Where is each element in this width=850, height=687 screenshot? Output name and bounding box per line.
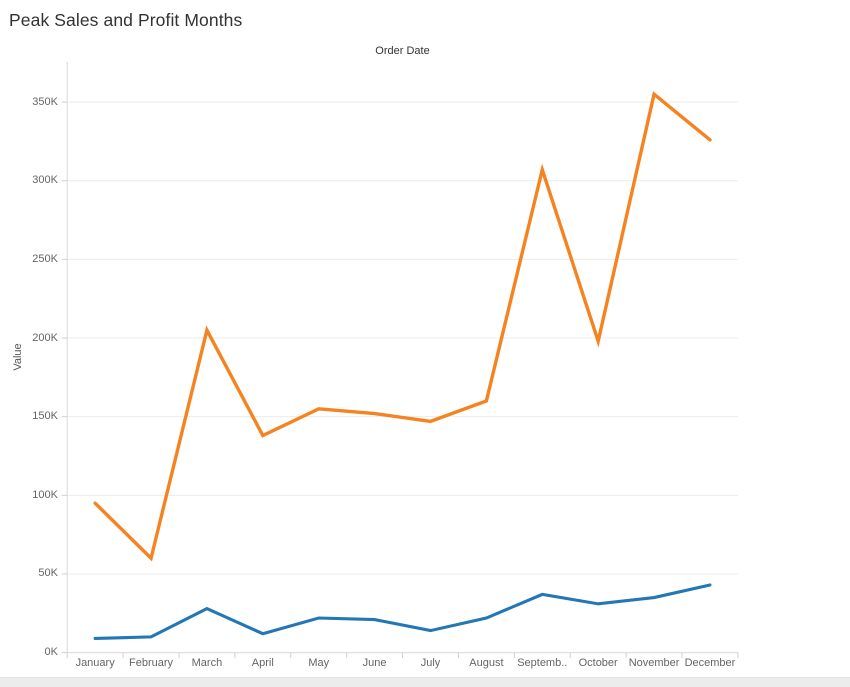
y-tick-label: 50K: [38, 567, 58, 580]
x-tick-label: January: [75, 657, 115, 669]
y-tick-label: 150K: [32, 410, 58, 423]
y-tick-label: 200K: [32, 331, 58, 344]
sales-line-mark[interactable]: [93, 91, 712, 562]
profit-line-mark[interactable]: [93, 583, 712, 640]
x-tick-label: March: [191, 657, 223, 669]
y-tick-label: 0K: [44, 646, 58, 659]
column-field-label: Order Date: [375, 45, 430, 57]
x-tick-label: November: [628, 657, 680, 669]
y-tick-label: 100K: [32, 488, 58, 501]
x-tick-label: December: [684, 657, 736, 669]
x-tick-label: June: [362, 657, 387, 669]
x-tick-label: February: [129, 657, 174, 669]
x-tick-label: Septemb..: [517, 657, 568, 669]
x-tick-label: August: [469, 657, 504, 669]
y-tick-label: 300K: [32, 174, 58, 187]
sheet-title: Peak Sales and Profit Months: [9, 10, 243, 30]
horizontal-scrollbar[interactable]: [0, 677, 850, 687]
y-tick-label: 250K: [32, 252, 58, 265]
x-tick-label: July: [420, 657, 441, 669]
x-tick-label: October: [578, 657, 618, 669]
x-tick-label: May: [308, 657, 330, 669]
y-tick-label: 350K: [32, 95, 58, 108]
x-tick-label: April: [251, 657, 274, 669]
